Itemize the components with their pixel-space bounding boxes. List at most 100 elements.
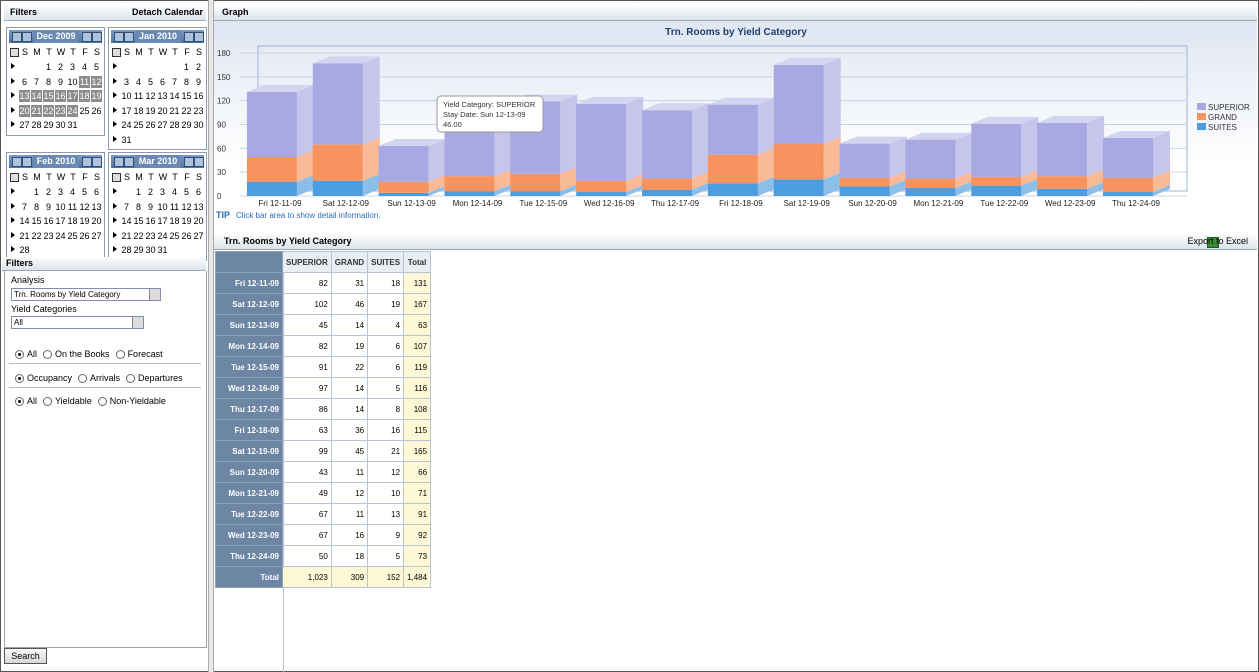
bar[interactable] — [247, 92, 297, 157]
week-arrow[interactable] — [113, 136, 117, 142]
radio[interactable] — [15, 350, 24, 359]
bar[interactable] — [774, 179, 824, 196]
radio[interactable] — [98, 397, 107, 406]
day[interactable]: 11 — [133, 90, 144, 102]
day[interactable]: 12 — [79, 201, 90, 213]
day[interactable]: 24 — [121, 119, 132, 131]
day[interactable]: 2 — [55, 61, 66, 73]
day[interactable]: 11 — [169, 201, 180, 213]
week-arrow[interactable] — [11, 78, 15, 84]
week-arrow[interactable] — [113, 121, 117, 127]
bar[interactable] — [642, 179, 692, 190]
bar[interactable] — [576, 104, 626, 181]
bar[interactable] — [1037, 189, 1087, 196]
day[interactable]: 16 — [193, 90, 204, 102]
search-button[interactable]: Search — [4, 648, 47, 664]
week-select-icon[interactable] — [10, 48, 19, 57]
day[interactable]: 26 — [181, 230, 192, 242]
day[interactable]: 26 — [79, 230, 90, 242]
week-arrow[interactable] — [11, 246, 15, 252]
day[interactable]: 4 — [67, 186, 78, 198]
day[interactable]: 17 — [157, 215, 168, 227]
yield-select[interactable]: All — [11, 316, 144, 329]
day[interactable]: 13 — [91, 201, 102, 213]
week-arrow[interactable] — [113, 217, 117, 223]
day[interactable]: 9 — [193, 76, 204, 88]
radio[interactable] — [43, 350, 52, 359]
day[interactable]: 26 — [91, 105, 102, 117]
day[interactable]: 23 — [43, 230, 54, 242]
day[interactable]: 1 — [31, 186, 42, 198]
day[interactable]: 25 — [67, 230, 78, 242]
day[interactable]: 10 — [55, 201, 66, 213]
day[interactable]: 22 — [133, 230, 144, 242]
day[interactable]: 1 — [181, 61, 192, 73]
bar[interactable] — [510, 174, 560, 191]
nav-button[interactable] — [22, 32, 32, 42]
bar[interactable] — [708, 183, 758, 196]
day[interactable]: 7 — [19, 201, 30, 213]
day[interactable]: 25 — [133, 119, 144, 131]
day[interactable]: 17 — [121, 105, 132, 117]
day[interactable]: 16 — [55, 90, 66, 102]
radio[interactable] — [78, 374, 87, 383]
bar[interactable] — [708, 105, 758, 155]
day[interactable]: 27 — [193, 230, 204, 242]
bar[interactable] — [313, 144, 363, 181]
day[interactable]: 28 — [169, 119, 180, 131]
day[interactable]: 8 — [133, 201, 144, 213]
week-arrow[interactable] — [113, 63, 117, 69]
bar[interactable] — [708, 155, 758, 184]
week-select-icon[interactable] — [10, 173, 19, 182]
day[interactable]: 19 — [181, 215, 192, 227]
nav-button[interactable] — [12, 157, 22, 167]
bar[interactable] — [840, 144, 890, 178]
day[interactable]: 23 — [55, 105, 66, 117]
day[interactable]: 5 — [145, 76, 156, 88]
week-arrow[interactable] — [11, 217, 15, 223]
bar[interactable] — [1103, 192, 1153, 196]
day[interactable]: 29 — [43, 119, 54, 131]
bar[interactable] — [905, 140, 955, 179]
bar[interactable] — [642, 190, 692, 196]
week-arrow[interactable] — [113, 78, 117, 84]
export-excel[interactable]: Export to Excel — [1187, 234, 1248, 249]
day[interactable]: 7 — [169, 76, 180, 88]
day[interactable]: 8 — [181, 76, 192, 88]
day[interactable]: 15 — [133, 215, 144, 227]
bar[interactable] — [313, 63, 363, 144]
day[interactable]: 14 — [169, 90, 180, 102]
nav-button[interactable] — [184, 157, 194, 167]
bar[interactable] — [313, 181, 363, 196]
bar[interactable] — [971, 177, 1021, 186]
bar[interactable] — [247, 157, 297, 182]
day[interactable]: 6 — [91, 186, 102, 198]
nav-button[interactable] — [124, 32, 134, 42]
day[interactable]: 4 — [79, 61, 90, 73]
day[interactable]: 7 — [31, 76, 42, 88]
day[interactable]: 12 — [145, 90, 156, 102]
week-arrow[interactable] — [11, 92, 15, 98]
day[interactable]: 29 — [133, 244, 144, 256]
day[interactable]: 16 — [43, 215, 54, 227]
day[interactable]: 8 — [31, 201, 42, 213]
day[interactable]: 9 — [55, 76, 66, 88]
day[interactable]: 25 — [79, 105, 90, 117]
nav-button[interactable] — [82, 32, 92, 42]
day[interactable]: 29 — [181, 119, 192, 131]
nav-button[interactable] — [194, 32, 204, 42]
day[interactable]: 1 — [43, 61, 54, 73]
day[interactable]: 3 — [157, 186, 168, 198]
day[interactable]: 31 — [121, 134, 132, 146]
nav-button[interactable] — [124, 157, 134, 167]
week-arrow[interactable] — [113, 188, 117, 194]
week-arrow[interactable] — [113, 232, 117, 238]
nav-button[interactable] — [194, 157, 204, 167]
day[interactable]: 20 — [157, 105, 168, 117]
day[interactable]: 23 — [193, 105, 204, 117]
bar[interactable] — [840, 178, 890, 187]
day[interactable]: 4 — [133, 76, 144, 88]
day[interactable]: 3 — [121, 76, 132, 88]
day[interactable]: 11 — [67, 201, 78, 213]
analysis-select[interactable]: Trn. Rooms by Yield Category — [11, 288, 161, 301]
